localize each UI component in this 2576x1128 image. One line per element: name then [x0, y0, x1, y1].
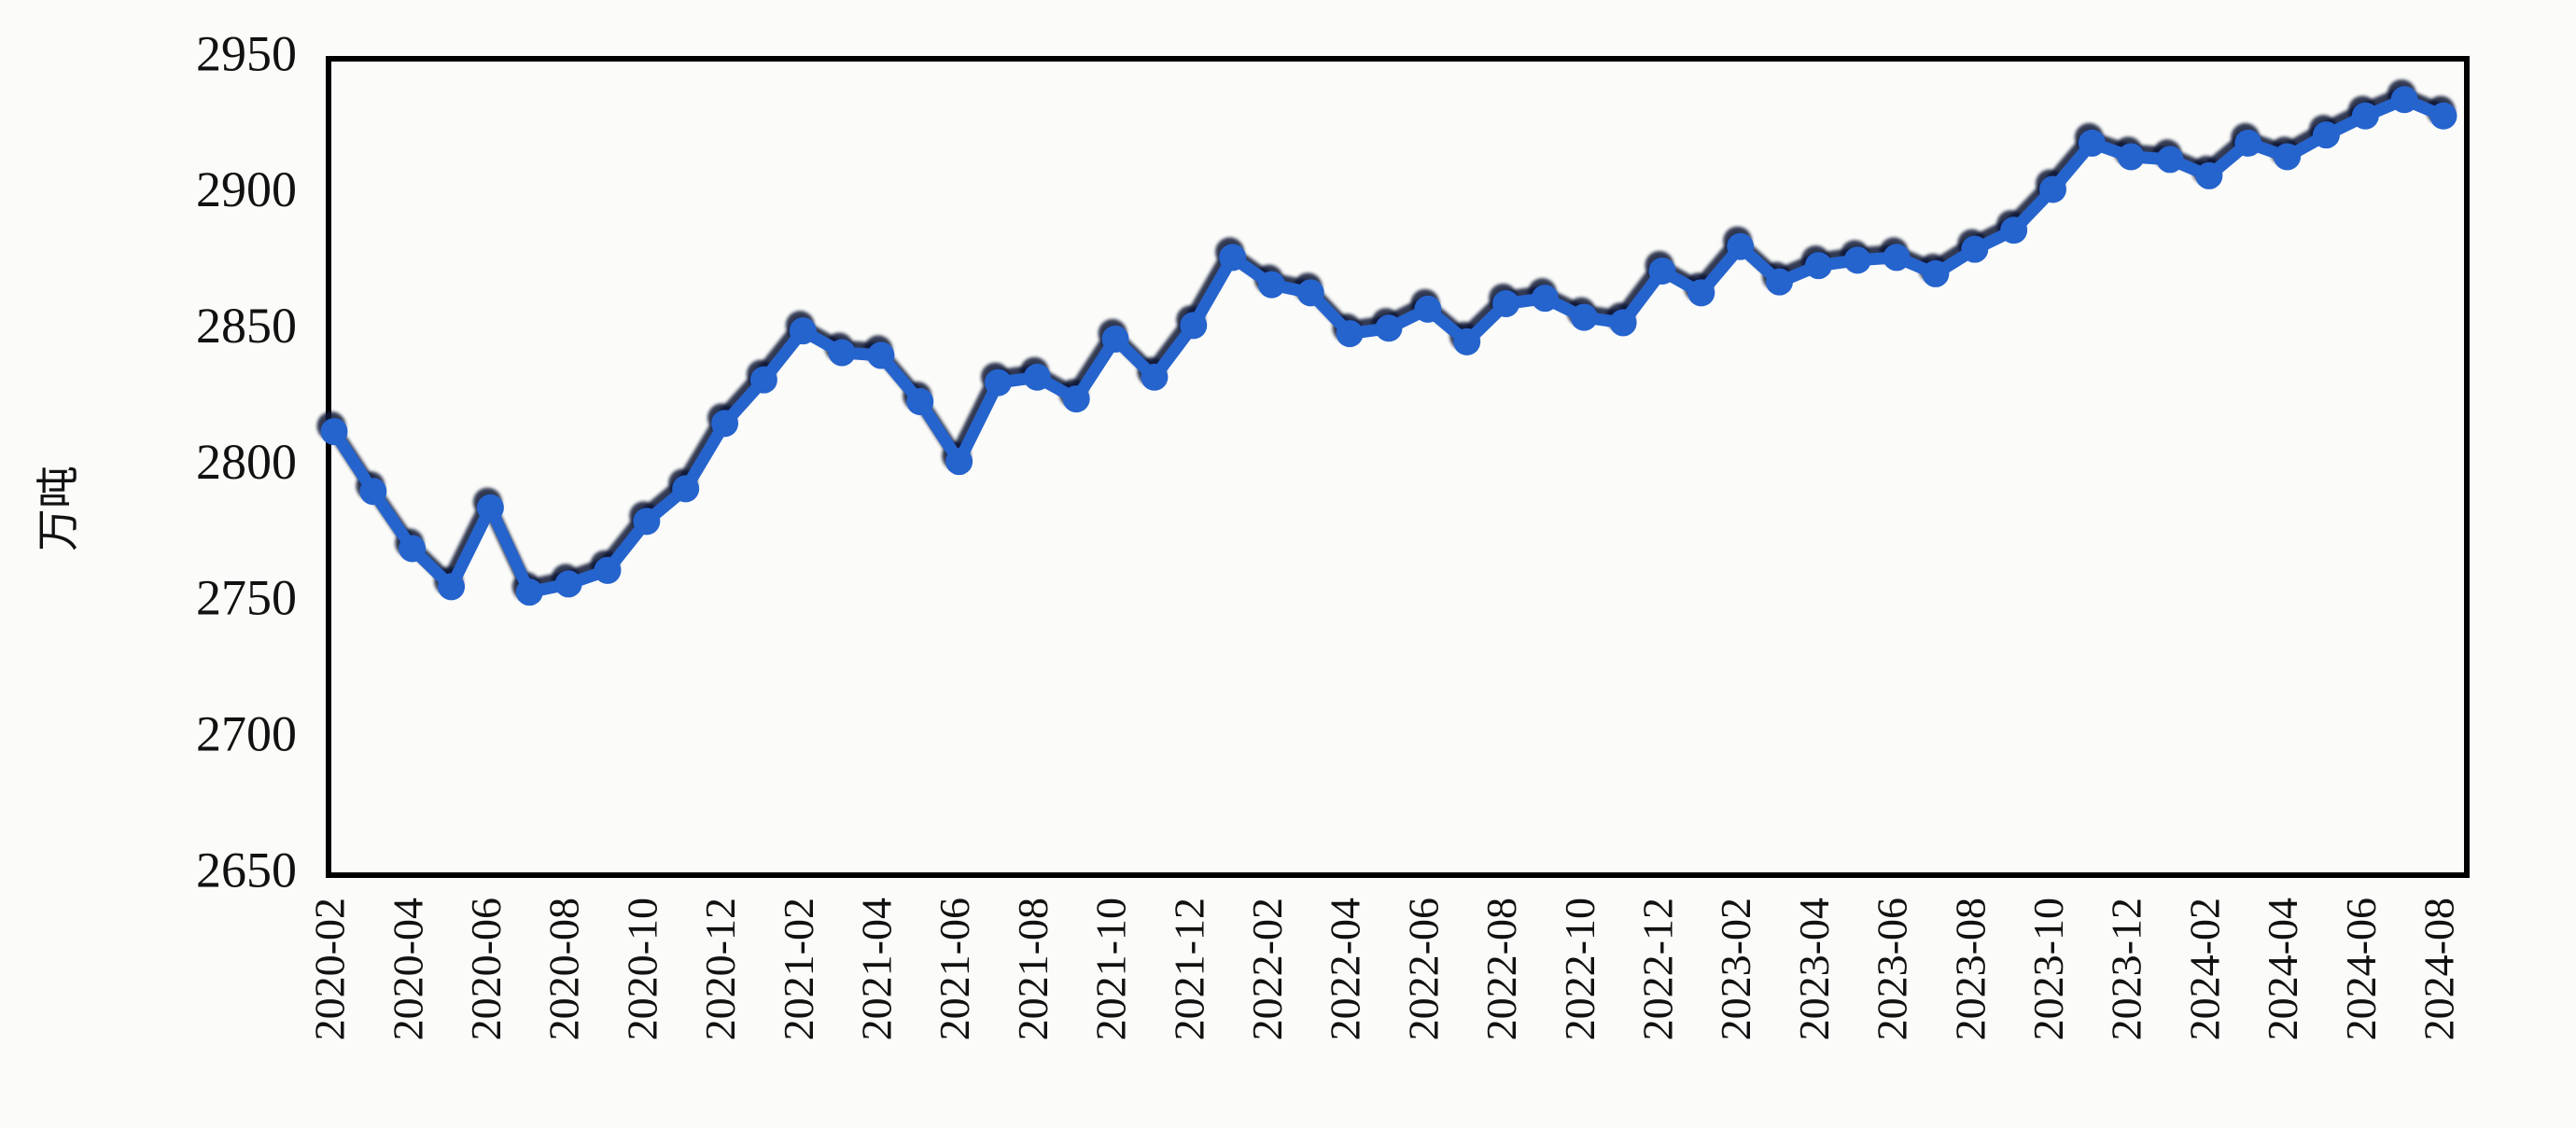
- x-tick-label: 2024-04: [2259, 898, 2306, 1040]
- y-tick-label: 2800: [196, 434, 297, 490]
- data-point: [2038, 175, 2066, 203]
- data-series: [320, 86, 2457, 606]
- x-tick-label: 2022-12: [1634, 898, 1682, 1040]
- data-point: [594, 556, 622, 584]
- data-point: [828, 339, 856, 367]
- x-tick-label: 2020-12: [696, 898, 744, 1040]
- data-point: [1804, 252, 1832, 280]
- data-point: [2429, 102, 2457, 130]
- y-axis-title: 万吨: [35, 466, 82, 551]
- data-point: [1101, 325, 1129, 353]
- data-point: [1843, 246, 1871, 274]
- x-tick-label: 2022-10: [1556, 898, 1603, 1040]
- x-tick-label: 2021-02: [775, 898, 822, 1040]
- x-tick-label: 2020-10: [618, 898, 665, 1040]
- y-tick-label: 2950: [196, 25, 297, 81]
- x-tick-label: 2022-04: [1322, 898, 1369, 1040]
- data-point: [2000, 216, 2028, 244]
- data-point: [711, 410, 739, 438]
- data-point: [2390, 86, 2418, 114]
- y-axis-tick-labels: 2950 2900 2850 2800 2750 2700 2650: [196, 25, 297, 898]
- data-point: [1375, 314, 1403, 342]
- x-tick-label: 2023-10: [2024, 898, 2072, 1040]
- data-point: [1062, 385, 1090, 413]
- data-point: [2156, 146, 2184, 174]
- plot-area-frame: [326, 56, 2470, 878]
- data-point: [554, 570, 582, 598]
- x-tick-label: 2024-08: [2415, 898, 2463, 1040]
- data-point: [1687, 279, 1715, 307]
- x-tick-label: 2021-06: [931, 898, 978, 1040]
- data-point: [1648, 258, 1676, 285]
- x-tick-label: 2020-02: [306, 898, 354, 1040]
- data-point: [1219, 244, 1247, 272]
- data-point: [2274, 143, 2302, 171]
- data-point: [515, 578, 543, 606]
- data-point: [1531, 285, 1559, 313]
- data-point: [1766, 268, 1794, 296]
- y-tick-label: 2750: [196, 570, 297, 626]
- x-tick-label: 2021-08: [1009, 898, 1057, 1040]
- x-tick-label: 2020-08: [540, 898, 588, 1040]
- x-tick-label: 2022-08: [1477, 898, 1525, 1040]
- data-point: [984, 369, 1012, 397]
- data-point: [1257, 271, 1285, 299]
- data-point: [749, 366, 777, 394]
- data-point: [1609, 309, 1637, 337]
- x-tick-label: 2023-06: [1869, 898, 1916, 1040]
- data-point: [476, 494, 504, 522]
- data-point: [1414, 295, 1442, 323]
- x-tick-label: 2022-06: [1399, 898, 1447, 1040]
- x-axis-tick-labels: 2020-02 2020-04 2020-06 2020-08 2020-10 2020-…: [306, 898, 2463, 1040]
- y-tick-label: 2850: [196, 298, 297, 354]
- data-point: [1141, 363, 1169, 391]
- x-tick-label: 2022-02: [1243, 898, 1291, 1040]
- x-tick-label: 2021-12: [1165, 898, 1212, 1040]
- data-point: [1922, 259, 1950, 287]
- data-point: [789, 317, 817, 345]
- data-point: [1727, 232, 1755, 260]
- data-point: [672, 475, 700, 503]
- y-tick-label: 2700: [196, 706, 297, 762]
- data-point: [867, 341, 895, 369]
- x-tick-label: 2020-06: [462, 898, 510, 1040]
- data-point: [2351, 102, 2379, 130]
- data-point: [1180, 312, 1208, 340]
- x-tick-label: 2021-04: [852, 898, 900, 1040]
- x-tick-label: 2024-06: [2337, 898, 2385, 1040]
- data-point: [1453, 327, 1481, 355]
- x-tick-label: 2023-08: [1946, 898, 1994, 1040]
- data-point: [633, 508, 661, 536]
- data-point: [320, 418, 348, 446]
- y-tick-label: 2650: [196, 842, 297, 898]
- data-point: [438, 573, 466, 601]
- data-point: [359, 478, 387, 506]
- data-point: [2195, 161, 2223, 189]
- data-point: [1023, 363, 1051, 391]
- data-point: [1492, 290, 1520, 317]
- data-point: [2234, 129, 2262, 157]
- x-tick-label: 2024-02: [2180, 898, 2228, 1040]
- data-point: [1883, 244, 1911, 272]
- y-tick-label: 2900: [196, 161, 297, 217]
- x-tick-label: 2023-12: [2103, 898, 2150, 1040]
- x-tick-label: 2023-04: [1790, 898, 1838, 1040]
- x-tick-label: 2020-04: [384, 898, 431, 1040]
- x-tick-label: 2021-10: [1087, 898, 1135, 1040]
- data-point: [399, 535, 427, 563]
- data-point: [1296, 279, 1324, 307]
- data-point: [2117, 143, 2145, 171]
- data-point: [2312, 121, 2340, 149]
- data-point: [1336, 320, 1364, 348]
- data-point: [1961, 235, 1989, 263]
- data-point: [945, 448, 973, 476]
- x-tick-label: 2023-02: [1712, 898, 1759, 1040]
- data-point: [2078, 129, 2106, 157]
- data-point: [1570, 303, 1598, 331]
- data-point: [906, 388, 934, 415]
